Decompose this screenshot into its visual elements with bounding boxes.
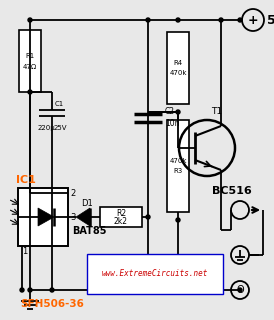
Text: BC516: BC516	[212, 186, 252, 196]
Circle shape	[176, 218, 180, 222]
Circle shape	[28, 288, 32, 292]
Text: SFH506-36: SFH506-36	[20, 299, 84, 309]
Circle shape	[28, 18, 32, 22]
Text: 2k2: 2k2	[114, 218, 128, 227]
Text: 10n: 10n	[165, 119, 179, 129]
Circle shape	[176, 18, 180, 22]
Text: R1: R1	[25, 53, 35, 59]
Text: 220μ: 220μ	[38, 125, 56, 131]
Text: R4: R4	[173, 60, 182, 66]
Bar	[18, 188, 68, 246]
Text: 47Ω: 47Ω	[23, 64, 37, 70]
Text: O: O	[236, 285, 244, 295]
Polygon shape	[76, 208, 90, 226]
Circle shape	[238, 288, 242, 292]
Text: D1: D1	[81, 199, 93, 209]
Text: C1: C1	[55, 101, 64, 107]
Bar	[100, 207, 142, 227]
Text: www.ExtremeCircuits.net: www.ExtremeCircuits.net	[102, 269, 208, 278]
Circle shape	[146, 18, 150, 22]
Text: BAT85: BAT85	[72, 226, 106, 236]
Text: 3: 3	[70, 212, 75, 221]
Circle shape	[50, 288, 54, 292]
Bar	[167, 120, 189, 212]
Text: R2: R2	[116, 209, 126, 218]
Text: C2: C2	[165, 107, 175, 116]
Bar	[167, 32, 189, 104]
Text: 25V: 25V	[54, 125, 67, 131]
Circle shape	[146, 288, 150, 292]
Circle shape	[238, 18, 242, 22]
Text: 2: 2	[70, 188, 75, 197]
Text: T1: T1	[211, 108, 222, 116]
Circle shape	[20, 288, 24, 292]
Text: 5V: 5V	[267, 13, 274, 27]
Text: 1: 1	[22, 247, 27, 257]
Text: 470k: 470k	[169, 70, 187, 76]
Circle shape	[219, 18, 223, 22]
Polygon shape	[38, 208, 54, 226]
Circle shape	[28, 90, 32, 94]
Text: +: +	[248, 13, 258, 27]
Text: R3: R3	[173, 168, 183, 174]
Text: IC1: IC1	[16, 175, 36, 185]
Text: 470k: 470k	[169, 158, 187, 164]
Bar	[19, 30, 41, 92]
Circle shape	[146, 215, 150, 219]
Circle shape	[176, 110, 180, 114]
